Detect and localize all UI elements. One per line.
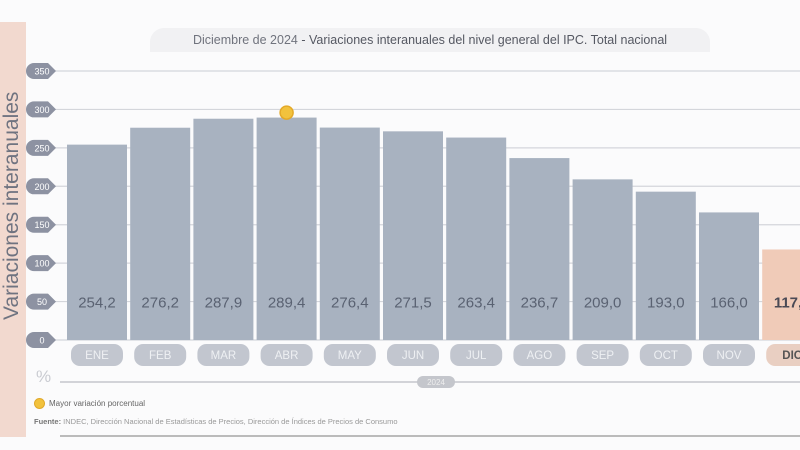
x-group-label: 2024 xyxy=(427,378,445,387)
bar xyxy=(699,212,759,340)
bar xyxy=(635,191,696,340)
data-label: 289,4 xyxy=(268,295,306,312)
data-label: 193,0 xyxy=(647,295,685,312)
bar xyxy=(572,179,633,340)
y-tick-label: 300 xyxy=(34,105,49,115)
x-tick-pill xyxy=(197,344,250,366)
x-tick-label: OCT xyxy=(654,350,678,362)
y-tick-badge xyxy=(26,101,56,118)
x-tick-label: AGO xyxy=(527,350,553,362)
y-tick-badge xyxy=(26,293,56,310)
x-tick-pill xyxy=(703,344,755,366)
source-note: Fuente: INDEC, Dirección Nacional de Est… xyxy=(34,417,398,426)
y-tick-badge xyxy=(26,178,56,195)
x-tick-pill xyxy=(260,344,313,366)
data-label: 276,4 xyxy=(331,295,369,312)
y-tick-badge xyxy=(26,139,56,156)
data-label: 236,7 xyxy=(521,295,559,312)
y-tick-badge xyxy=(26,332,56,348)
source-label: Fuente: xyxy=(34,417,62,426)
y-tick-label: 350 xyxy=(34,67,49,77)
x-tick-pill xyxy=(576,344,629,366)
x-tick-pill xyxy=(323,344,376,366)
title-date: Diciembre de 2024 xyxy=(192,33,298,47)
data-label: 263,4 xyxy=(457,295,495,312)
data-label: 209,0 xyxy=(584,295,622,312)
x-tick-label: JUL xyxy=(466,350,487,362)
title-text: - Variaciones interanuales del nivel gen… xyxy=(297,33,668,47)
y-tick-label: 150 xyxy=(34,220,49,230)
bar xyxy=(193,118,254,340)
x-tick-pill xyxy=(450,344,503,366)
x-tick-pill xyxy=(387,344,439,366)
legend-label: Mayor variación porcentual xyxy=(49,399,146,408)
x-tick-label: DIC xyxy=(782,350,800,362)
bar xyxy=(67,144,127,340)
x-tick-pill xyxy=(513,344,566,366)
x-tick-pill xyxy=(639,344,692,366)
y-tick-label: 200 xyxy=(34,182,49,192)
x-group-pill xyxy=(417,376,455,388)
y-tick-label: 250 xyxy=(34,143,49,153)
data-label: 271,5 xyxy=(394,295,432,312)
y-tick-badge xyxy=(26,63,56,79)
data-label: 287,9 xyxy=(205,295,243,312)
bar xyxy=(130,127,191,340)
y-tick-label: 50 xyxy=(37,297,47,307)
bar xyxy=(446,137,507,340)
x-tick-label: JUN xyxy=(402,350,424,362)
data-label: 254,2 xyxy=(78,295,116,312)
data-label: 166,0 xyxy=(710,295,748,312)
max-marker xyxy=(279,105,294,120)
source-text: INDEC, Dirección Nacional de Estadística… xyxy=(61,417,398,426)
x-tick-label: SEP xyxy=(591,350,614,362)
legend: Mayor variación porcentual xyxy=(34,398,145,409)
ylabel-strip xyxy=(0,22,26,437)
y-tick-badge xyxy=(26,255,56,272)
data-label: 117,8 xyxy=(774,295,800,312)
x-tick-label: MAR xyxy=(211,350,237,362)
x-tick-label: NOV xyxy=(717,350,742,362)
x-tick-label: ENE xyxy=(85,350,109,362)
y-unit: % xyxy=(36,367,52,386)
max-marker-icon xyxy=(34,398,45,409)
x-tick-label: MAY xyxy=(338,350,362,362)
bar xyxy=(383,131,443,340)
y-tick-badge xyxy=(26,216,56,233)
y-tick-label: 0 xyxy=(39,336,44,346)
x-tick-pill xyxy=(134,344,187,366)
x-tick-label: ABR xyxy=(275,350,299,362)
x-tick-pill xyxy=(766,344,800,366)
chart-title: Diciembre de 2024 - Variaciones interanu… xyxy=(150,28,710,52)
bar xyxy=(319,127,380,340)
data-label: 276,2 xyxy=(141,295,179,312)
bar xyxy=(762,249,800,340)
y-tick-label: 100 xyxy=(34,259,49,269)
x-tick-pill xyxy=(71,344,123,366)
bar xyxy=(509,158,570,340)
bar xyxy=(256,117,317,340)
x-tick-label: FEB xyxy=(149,350,172,362)
